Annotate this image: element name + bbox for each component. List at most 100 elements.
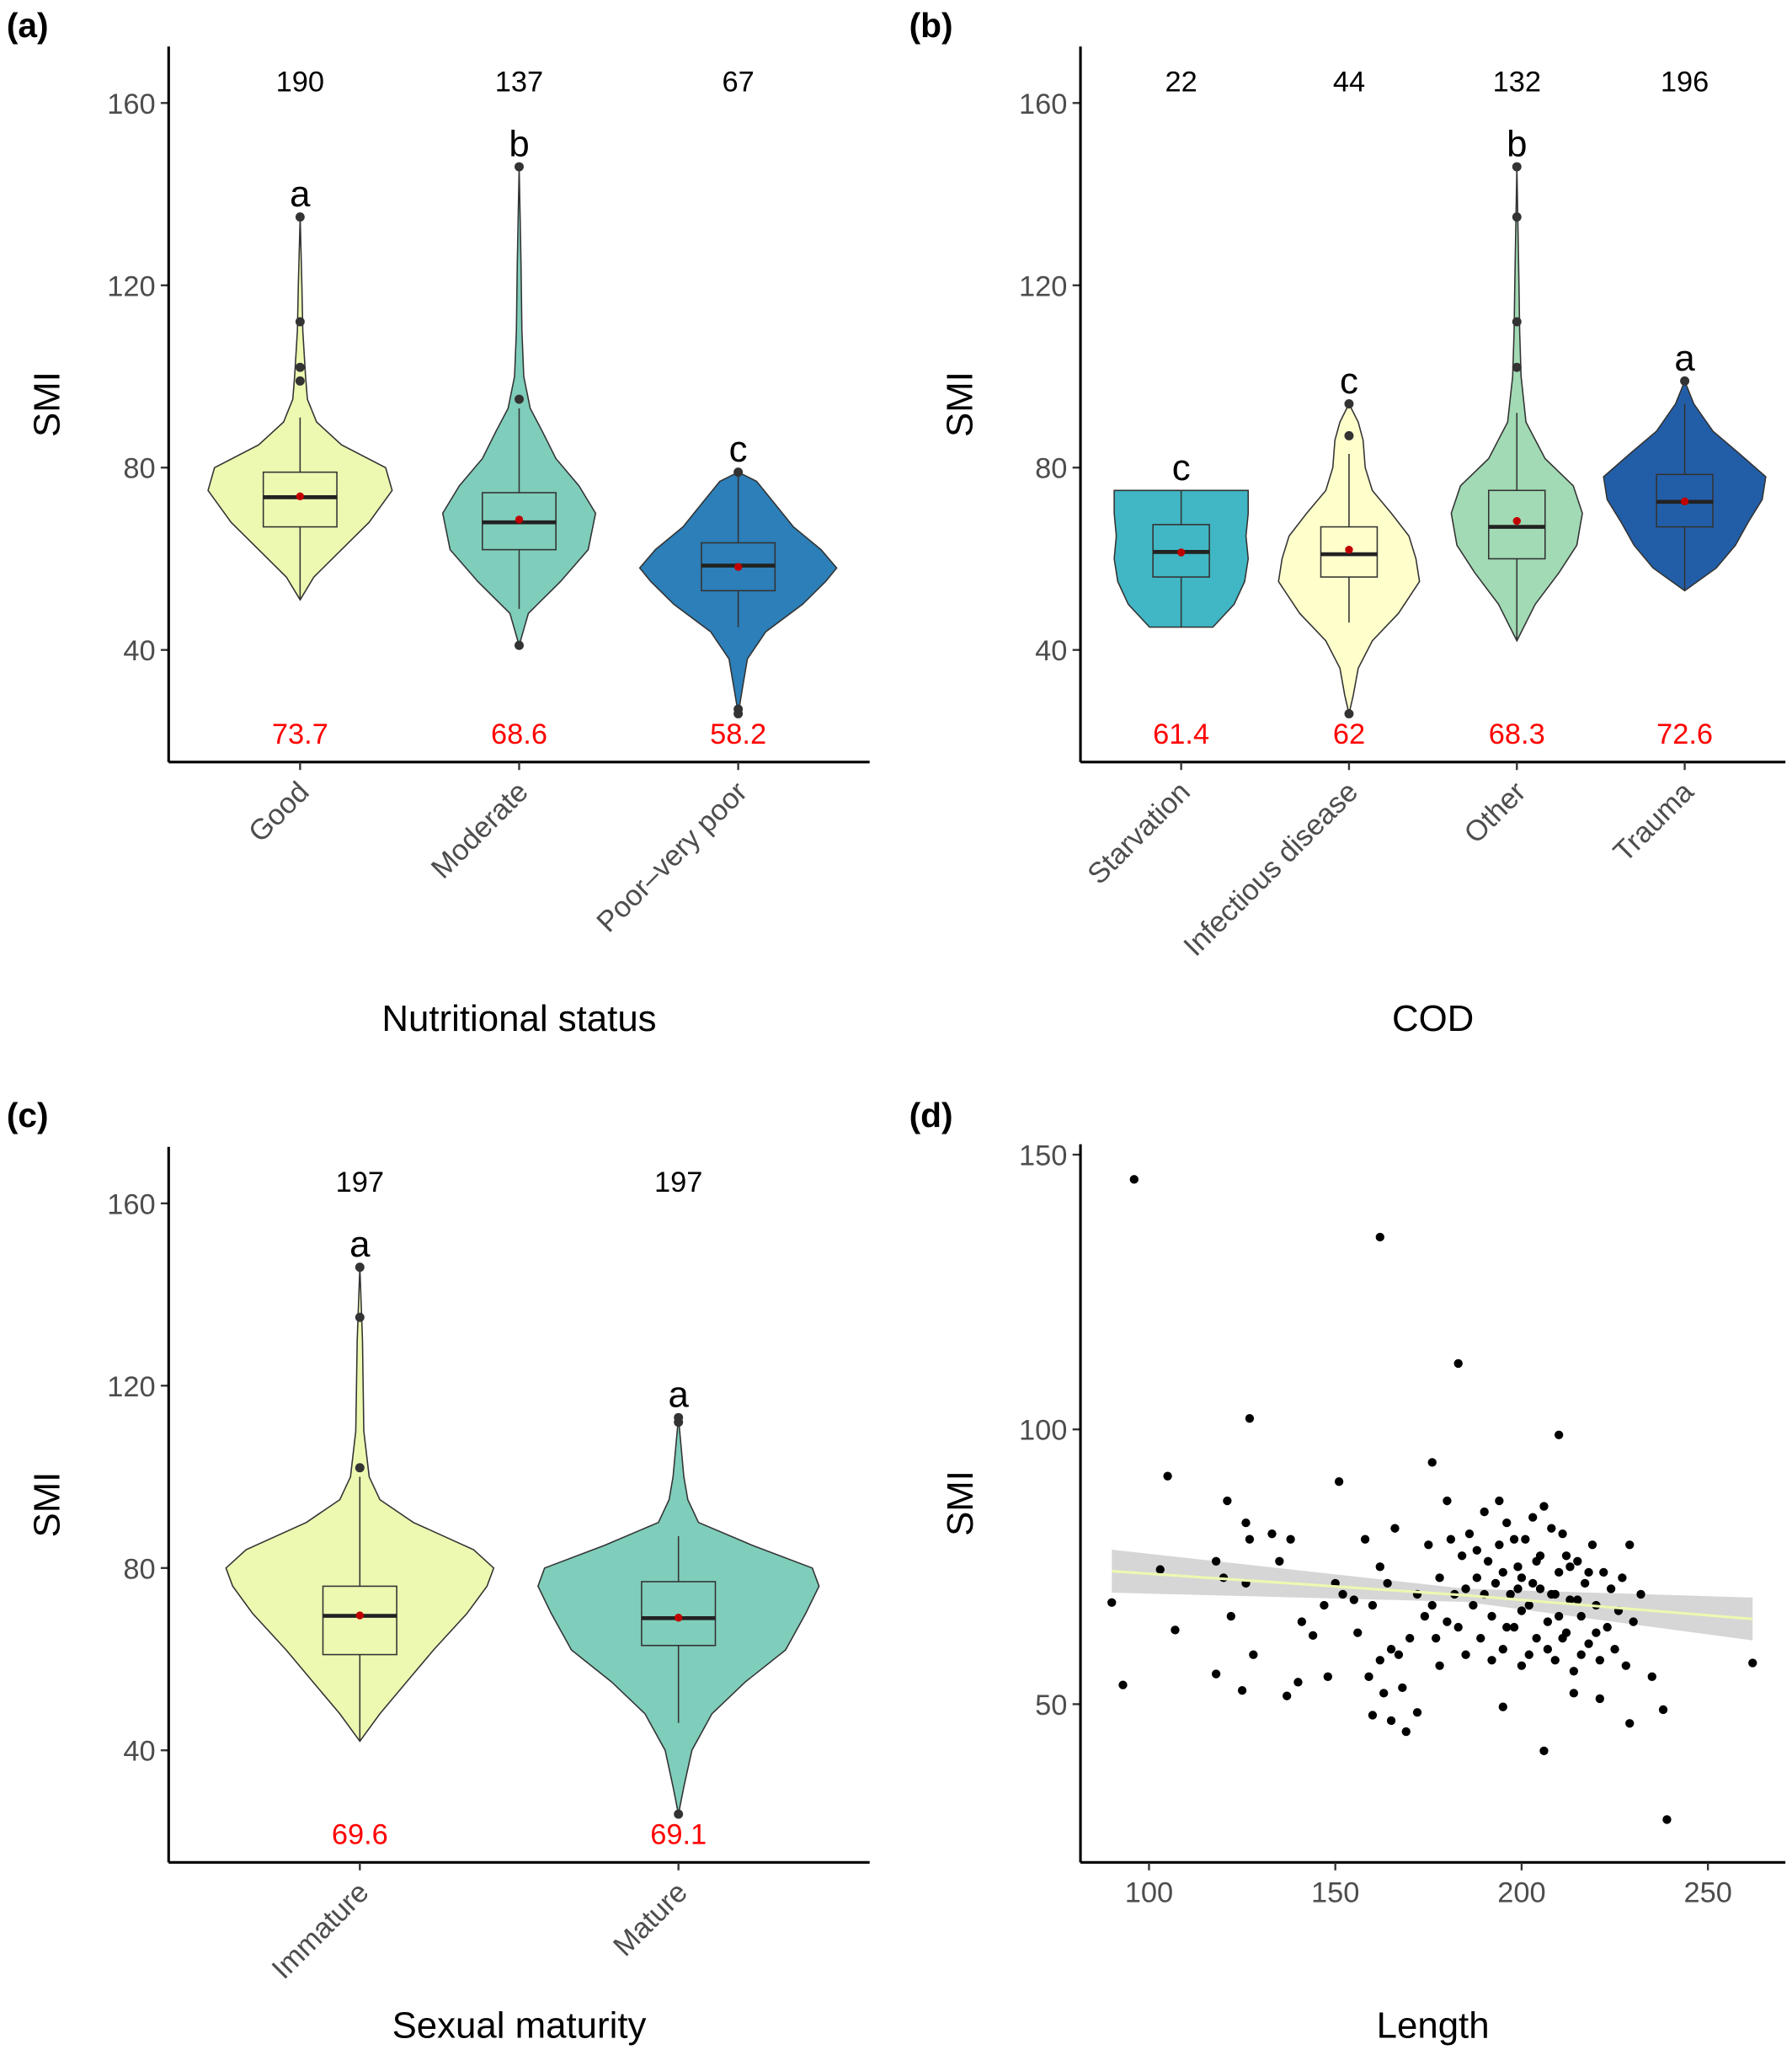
outlier [295, 362, 305, 372]
outlier [674, 1809, 684, 1819]
x-tick-label: Infectious disease [1178, 776, 1365, 963]
mean-label: 61.4 [1153, 718, 1209, 750]
outlier [1512, 362, 1522, 372]
point [1603, 1622, 1612, 1632]
point [1625, 1719, 1635, 1728]
mean-label: 68.6 [491, 718, 547, 750]
mean-point [1512, 516, 1521, 526]
point [1555, 1567, 1564, 1577]
point [1587, 1540, 1597, 1550]
point [1245, 1414, 1255, 1423]
y-tick-label: 120 [107, 270, 155, 302]
group-letter: b [1507, 124, 1527, 165]
outlier [295, 212, 305, 222]
sample-size: 197 [336, 1166, 384, 1198]
point [1498, 1645, 1507, 1654]
sample-size: 197 [654, 1166, 702, 1198]
point [1360, 1535, 1370, 1544]
point [1618, 1573, 1627, 1583]
point [1163, 1471, 1172, 1481]
point [1472, 1573, 1481, 1583]
mean-point [1176, 548, 1186, 557]
point [1658, 1705, 1668, 1715]
point [1528, 1513, 1538, 1522]
point [1584, 1639, 1593, 1648]
mean-label: 58.2 [710, 718, 766, 750]
point [1495, 1496, 1504, 1506]
group-letter: a [290, 173, 311, 215]
point [1625, 1540, 1635, 1550]
x-tick-label: Trauma [1608, 776, 1700, 868]
point [1576, 1650, 1586, 1659]
point [1558, 1529, 1567, 1539]
y-tick-label: 40 [123, 1736, 155, 1768]
point [1446, 1535, 1456, 1544]
point [1599, 1567, 1608, 1577]
point [1293, 1678, 1303, 1687]
outlier [1512, 317, 1522, 327]
box [641, 1581, 717, 1647]
confidence-band [1112, 1550, 1753, 1641]
x-tick-label: 150 [1311, 1876, 1359, 1908]
point [1443, 1496, 1452, 1506]
point [1487, 1611, 1496, 1621]
point [1513, 1562, 1523, 1572]
point [1565, 1595, 1575, 1604]
point [1532, 1556, 1541, 1566]
point [1457, 1551, 1467, 1561]
outlier [515, 640, 524, 650]
point [1375, 1656, 1384, 1665]
point [1662, 1815, 1672, 1824]
point [1211, 1669, 1221, 1679]
point [1610, 1645, 1619, 1654]
outlier [295, 317, 305, 327]
point [1453, 1358, 1463, 1369]
x-tick-label: 200 [1497, 1876, 1545, 1908]
point [1592, 1628, 1601, 1637]
mean-label: 68.3 [1489, 718, 1545, 750]
point [1565, 1562, 1575, 1572]
sample-size: 67 [722, 66, 754, 98]
point [1584, 1567, 1593, 1577]
mean-point [515, 515, 524, 524]
point [1431, 1633, 1441, 1643]
point [1524, 1650, 1533, 1659]
point [1517, 1573, 1527, 1583]
point [1249, 1650, 1258, 1659]
box [322, 1585, 397, 1656]
mean-point [1680, 497, 1689, 505]
point [1483, 1556, 1493, 1566]
point [1364, 1672, 1373, 1681]
group-letter: a [669, 1374, 690, 1416]
point [1569, 1667, 1579, 1676]
point [1320, 1600, 1329, 1610]
point [1521, 1535, 1530, 1544]
point [1555, 1430, 1564, 1439]
outlier [515, 394, 524, 404]
mean-point [1345, 545, 1353, 554]
point [1528, 1578, 1538, 1588]
sample-size: 137 [495, 66, 543, 98]
point [1283, 1691, 1292, 1700]
point [1539, 1502, 1549, 1511]
group-letter: a [1674, 338, 1695, 379]
y-tick-label: 160 [1019, 88, 1067, 120]
point [1401, 1727, 1411, 1737]
point [1576, 1611, 1586, 1621]
y-tick-label: 100 [1019, 1415, 1067, 1447]
point [1383, 1578, 1392, 1588]
outlier [733, 704, 744, 714]
point [1443, 1617, 1452, 1626]
x-tick-label: Good [243, 776, 315, 848]
outlier [1344, 708, 1354, 718]
mean-point [355, 1611, 365, 1620]
point [1368, 1711, 1378, 1720]
point [1435, 1573, 1444, 1583]
y-tick-label: 150 [1019, 1140, 1067, 1172]
point [1237, 1685, 1247, 1695]
point [1509, 1535, 1519, 1544]
point [1469, 1600, 1478, 1610]
point [1506, 1589, 1515, 1599]
outlier [355, 1463, 365, 1473]
